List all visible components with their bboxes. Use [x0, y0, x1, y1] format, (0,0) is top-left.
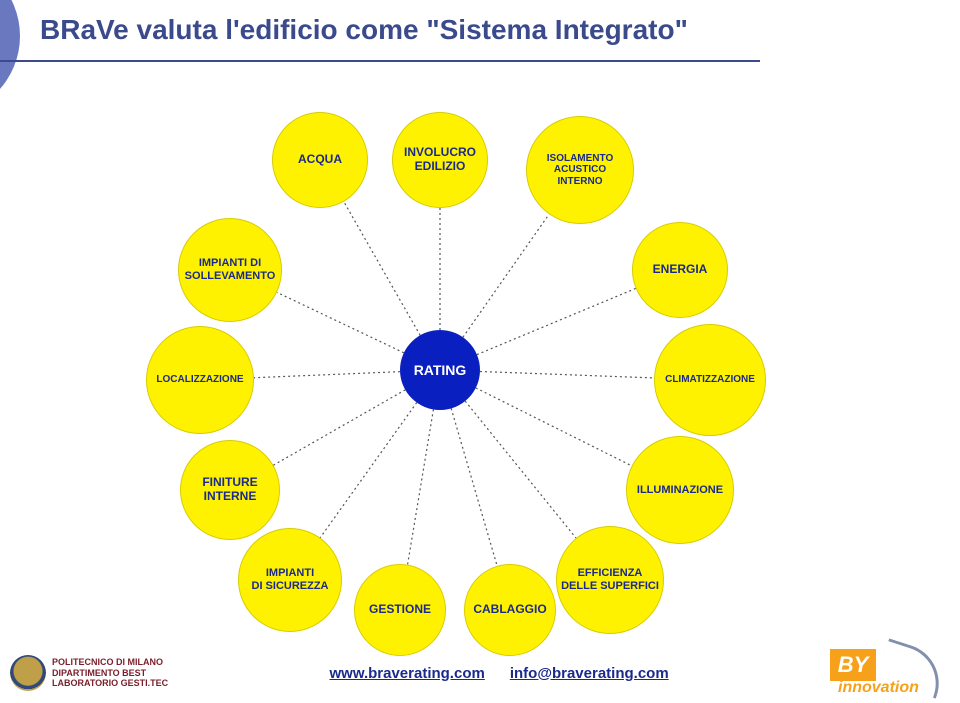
- crest-icon: [10, 655, 46, 691]
- footer-right-logo: BY innovation: [830, 649, 950, 697]
- node-sollevamento: IMPIANTI DISOLLEVAMENTO: [178, 218, 282, 322]
- footer: POLITECNICO DI MILANO DIPARTIMENTO BEST …: [0, 643, 960, 703]
- node-illum: ILLUMINAZIONE: [626, 436, 734, 544]
- www-link[interactable]: www.braverating.com: [330, 665, 485, 682]
- footer-left-logo: POLITECNICO DI MILANO DIPARTIMENTO BEST …: [10, 655, 168, 691]
- node-isolamento: ISOLAMENTOACUSTICO INTERNO: [526, 116, 634, 224]
- footer-left-line2: DIPARTIMENTO BEST: [52, 668, 168, 678]
- node-clima: CLIMATIZZAZIONE: [654, 324, 766, 436]
- node-sicurezza: IMPIANTIDI SICUREZZA: [238, 528, 342, 632]
- footer-left-line3: LABORATORIO GESTI.TEC: [52, 678, 168, 688]
- node-involucro: INVOLUCROEDILIZIO: [392, 112, 488, 208]
- node-acqua: ACQUA: [272, 112, 368, 208]
- by-badge: BY: [830, 649, 876, 681]
- node-energia: ENERGIA: [632, 222, 728, 318]
- node-finiture: FINITUREINTERNE: [180, 440, 280, 540]
- footer-left-line1: POLITECNICO DI MILANO: [52, 657, 168, 667]
- decor-circle: [0, 0, 20, 116]
- slide: BRaVe valuta l'edificio come "Sistema In…: [0, 0, 960, 703]
- title-underline: [0, 60, 760, 62]
- rating-center: RATING: [400, 330, 480, 410]
- email-link[interactable]: info@braverating.com: [510, 665, 669, 682]
- node-localiz: LOCALIZZAZIONE: [146, 326, 254, 434]
- rating-label: RATING: [414, 362, 467, 378]
- slide-title: BRaVe valuta l'edificio come "Sistema In…: [40, 14, 688, 46]
- innovation-text: innovation: [838, 679, 919, 697]
- footer-links: www.braverating.com info@braverating.com: [330, 665, 669, 682]
- node-effic: EFFICIENZADELLE SUPERFICI: [556, 526, 664, 634]
